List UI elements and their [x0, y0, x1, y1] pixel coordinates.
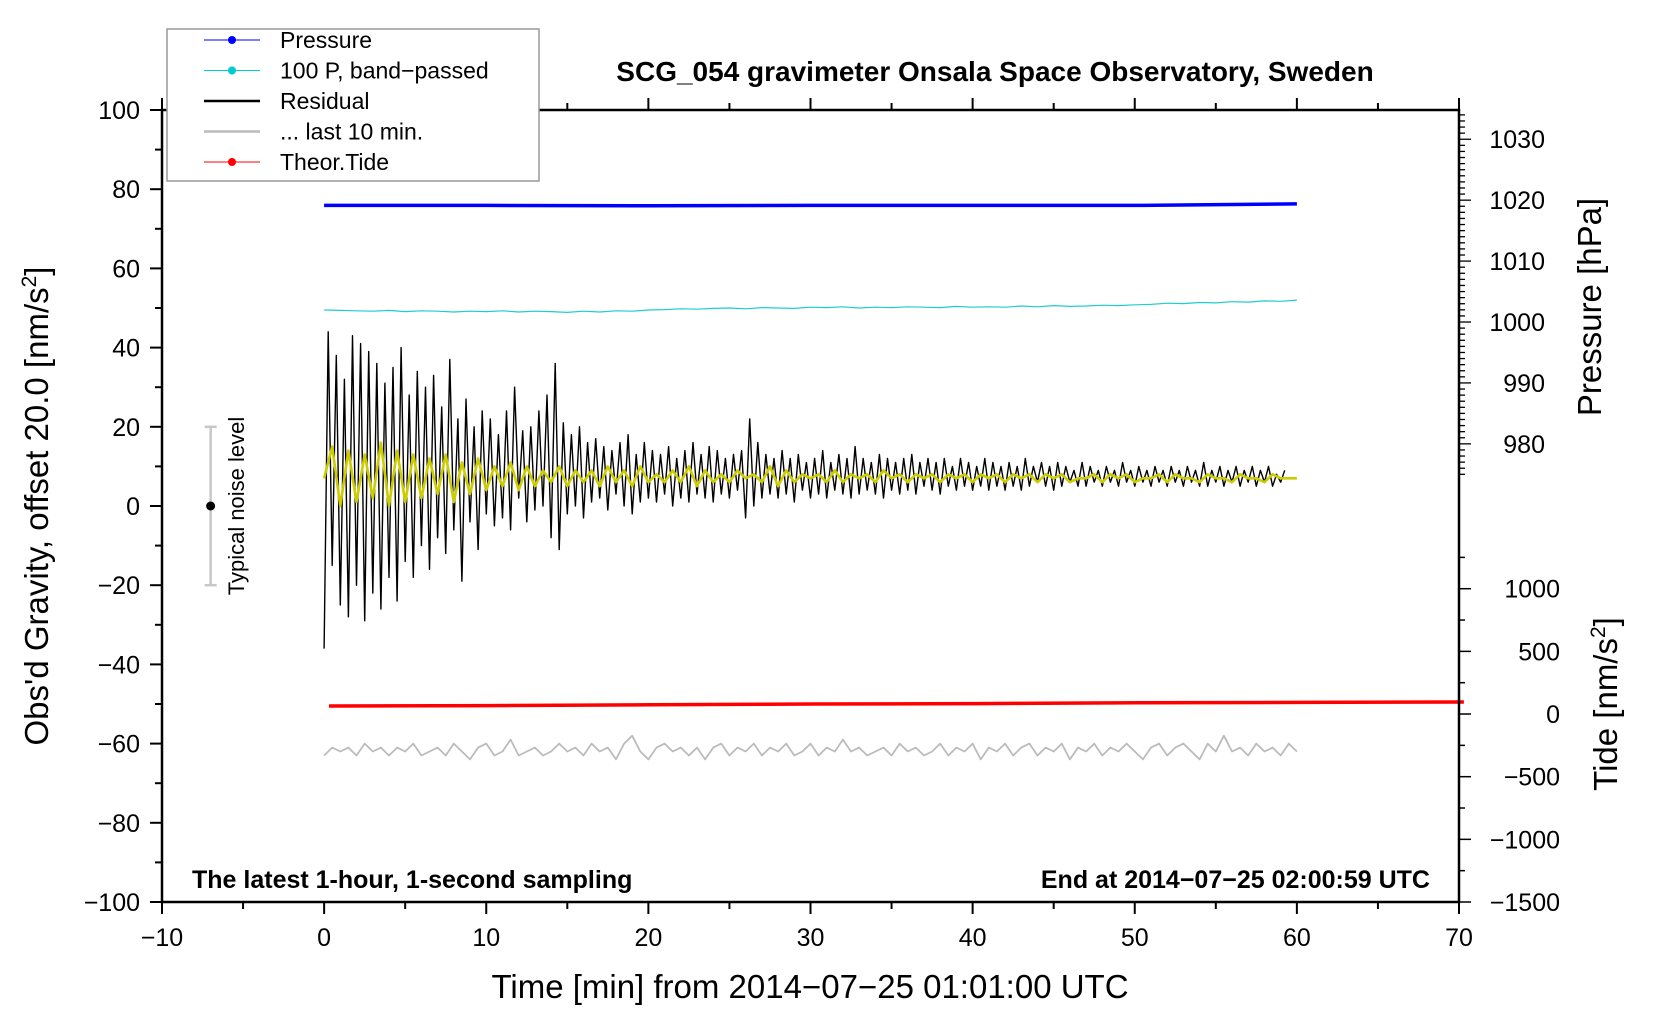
series-pressure — [324, 202, 1297, 208]
y-axis-label-text: Obs'd Gravity, offset 20.0 [nm/s — [18, 287, 55, 745]
y-axis-label: Obs'd Gravity, offset 20.0 [nm/s2] — [18, 267, 55, 746]
series-theor-tide — [328, 700, 1464, 708]
axis-layer: −10 0 10 20 30 40 50 60 70100806040200−20−40−60−… — [84, 97, 1560, 952]
tide-tick-label: 500 — [1518, 638, 1560, 666]
pressure-axis-label: Pressure [hPa] — [1571, 198, 1608, 416]
x-axis-label: Time [min] from 2014−07−25 01:01:00 UTC — [491, 968, 1128, 1005]
tide-tick-label: 0 — [1546, 701, 1560, 729]
x-tick-label: −10 — [141, 924, 183, 952]
pressure-tick-label: 1030 — [1489, 126, 1545, 154]
series-band-passed-residual — [322, 441, 1297, 508]
chart-title: SCG_054 gravimeter Onsala Space Observat… — [616, 56, 1373, 87]
y-tick-label: 20 — [112, 414, 140, 442]
annotation-right: End at 2014−07−25 02:00:59 UTC — [1041, 866, 1430, 894]
legend-label: 100 P, band−passed — [280, 58, 489, 84]
annotation-left: The latest 1-hour, 1-second sampling — [192, 866, 632, 894]
pressure-tick-label: 980 — [1503, 431, 1545, 459]
pressure-tick-label: 1000 — [1489, 309, 1545, 337]
series-100-p-band-passed — [324, 299, 1297, 313]
legend-label: Pressure — [280, 27, 372, 53]
y-axis-label-close: ] — [18, 267, 55, 276]
tide-axis-label: Tide [nm/s2] — [1587, 617, 1624, 791]
pressure-tick-label: 1020 — [1489, 187, 1545, 215]
legend-marker — [228, 158, 236, 166]
legend: Pressure 100 P, band−passed Residual ... la… — [166, 27, 540, 182]
y-tick-label: 40 — [112, 335, 140, 363]
y-tick-label: 0 — [126, 493, 140, 521]
legend-label: Theor.Tide — [280, 149, 389, 175]
y-tick-label: −20 — [98, 572, 140, 600]
tide-tick-label: −1000 — [1490, 826, 1560, 854]
series-layer — [322, 202, 1464, 761]
tide-tick-label: −1500 — [1490, 889, 1560, 917]
y-tick-label: 100 — [98, 97, 140, 125]
tide-axis-label-text: Tide [nm/s — [1587, 638, 1624, 791]
legend-marker — [228, 66, 236, 75]
noise-bar — [204, 425, 217, 587]
x-tick-label: 70 — [1445, 924, 1473, 952]
legend-marker — [228, 36, 236, 44]
y-tick-label: −80 — [98, 810, 140, 838]
legend-box — [166, 28, 540, 182]
x-tick-label: 30 — [797, 924, 825, 952]
x-tick-label: 40 — [959, 924, 987, 952]
tide-axis-label-close: ] — [1587, 617, 1624, 626]
y-tick-label: −40 — [98, 651, 140, 679]
tide-tick-label: 1000 — [1504, 576, 1560, 604]
noise-label: Typical noise level — [224, 417, 249, 596]
tide-tick-label: −500 — [1504, 764, 1560, 792]
plot-frame — [160, 108, 1461, 904]
pressure-tick-label: 990 — [1503, 370, 1545, 398]
legend-label: Residual — [280, 88, 370, 114]
x-tick-label: 50 — [1121, 924, 1149, 952]
y-tick-label: 60 — [112, 255, 140, 283]
y-axis-label-sup: 2 — [18, 276, 41, 288]
tide-axis-label-sup: 2 — [1587, 626, 1610, 638]
y-tick-label: 80 — [112, 176, 140, 204]
legend-label: ... last 10 min. — [280, 119, 423, 145]
noise-bar-dot — [206, 501, 216, 511]
y-tick-label: −100 — [84, 889, 140, 917]
pressure-tick-label: 1010 — [1489, 248, 1545, 276]
x-tick-label: 10 — [472, 924, 500, 952]
legend-items: Pressure 100 P, band−passed Residual ... la… — [204, 27, 489, 175]
x-tick-label: 60 — [1283, 924, 1311, 952]
series-last-10-min — [323, 734, 1298, 761]
x-tick-label: 0 — [317, 924, 331, 952]
y-tick-label: −60 — [98, 731, 140, 759]
x-tick-label: 20 — [634, 924, 662, 952]
